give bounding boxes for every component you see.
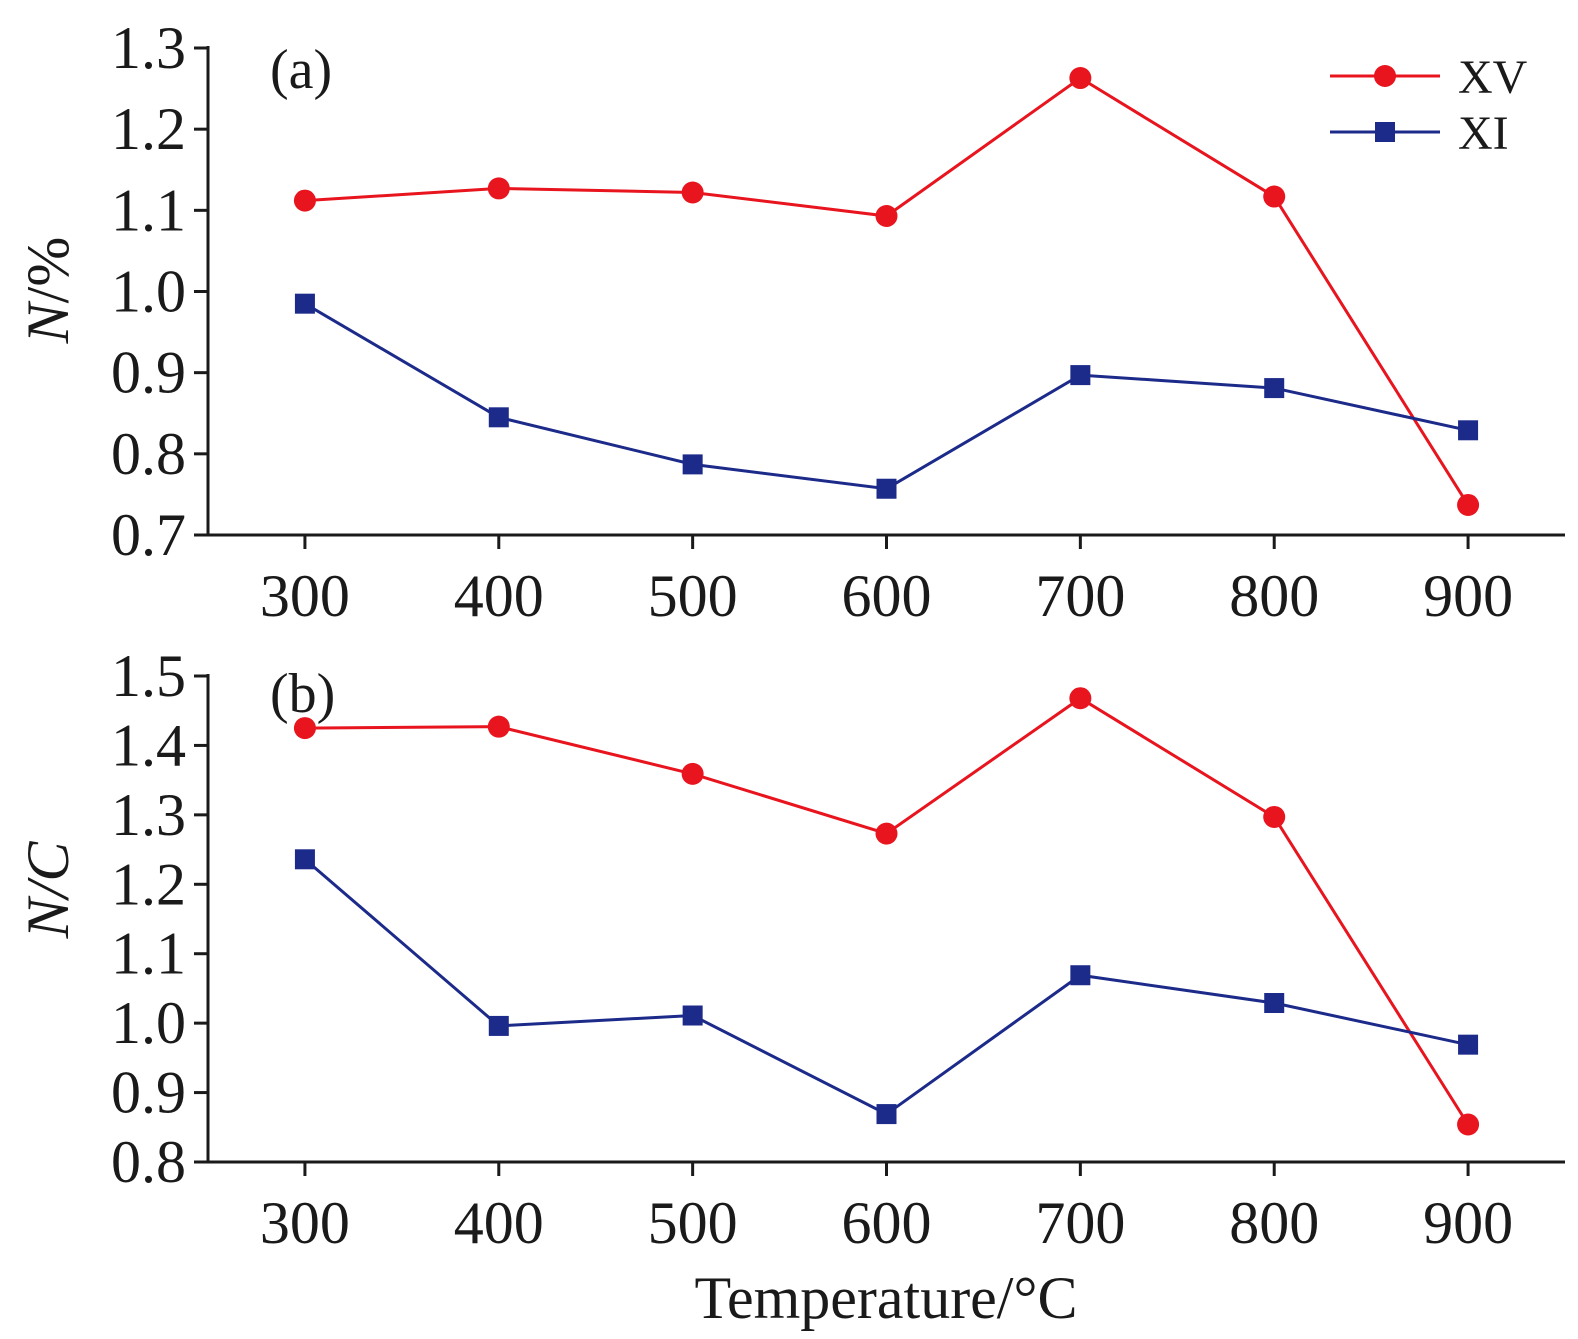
data-point-xi xyxy=(488,407,509,428)
legend-label-xv: XV xyxy=(1458,51,1528,104)
x-tick-label: 900 xyxy=(1423,1190,1513,1256)
data-point-xv xyxy=(1263,185,1286,208)
panel-a: 0.7 0.8 0.9 1.0 1.1 1.2 1.3 300 400 500 600 700 800 9… xyxy=(15,15,1565,629)
data-point-xv xyxy=(1069,67,1092,90)
data-point-xi xyxy=(488,1015,509,1036)
y-tick-label: 1.0 xyxy=(111,259,186,325)
series-line-xv xyxy=(304,76,1470,506)
x-tick-label: 400 xyxy=(454,563,544,629)
y-tick-label: 1.2 xyxy=(111,96,186,162)
data-point-xv xyxy=(487,177,510,200)
data-point-xi xyxy=(294,293,315,314)
data-point-xv xyxy=(1457,493,1480,516)
y-tick-label: 1.1 xyxy=(111,921,186,987)
x-tick-label: 400 xyxy=(454,1190,544,1256)
series-line-xi xyxy=(304,302,1469,491)
y-axis-title: N/% xyxy=(15,237,81,345)
legend-label-xi: XI xyxy=(1458,107,1509,160)
y-tick-label: 1.1 xyxy=(111,177,186,243)
data-point-xv xyxy=(1263,805,1286,828)
x-tick-label: 600 xyxy=(842,1190,932,1256)
panel-b: 0.80.91.01.11.21.31.41.5 300 400 500 600 700 8… xyxy=(15,643,1565,1256)
data-point-xv xyxy=(1069,687,1092,710)
data-point-xv xyxy=(875,205,898,228)
panel-label: (b) xyxy=(270,663,335,725)
series-line-xv xyxy=(304,696,1470,1126)
x-tick-label: 300 xyxy=(260,563,350,629)
data-point-xi xyxy=(876,1104,897,1125)
y-tick-label: 1.5 xyxy=(111,643,186,709)
data-point-xi xyxy=(1264,993,1285,1014)
data-point-xv xyxy=(487,715,510,738)
x-tick-label: 800 xyxy=(1229,563,1319,629)
x-tick-label: 500 xyxy=(648,1190,738,1256)
x-tick-label: 600 xyxy=(842,563,932,629)
y-tick-label: 0.9 xyxy=(111,340,186,406)
y-tick-label: 1.0 xyxy=(111,990,186,1056)
data-point-xi xyxy=(1458,1034,1479,1055)
data-point-xi xyxy=(1264,378,1285,399)
data-point-xv xyxy=(293,717,316,740)
x-tick-label: 700 xyxy=(1035,563,1125,629)
y-tick-label: 1.3 xyxy=(111,15,186,81)
data-point-xi xyxy=(682,454,703,475)
y-tick-label: 0.8 xyxy=(111,421,186,487)
x-tick-label: 800 xyxy=(1229,1190,1319,1256)
data-point-xi xyxy=(682,1005,703,1026)
y-tick-label: 0.8 xyxy=(111,1129,186,1195)
data-point-xv xyxy=(293,189,316,212)
x-tick-label: 500 xyxy=(648,563,738,629)
y-axis-title: N/C xyxy=(15,841,81,940)
legend-marker-xi xyxy=(1375,122,1395,142)
data-point-xi xyxy=(1458,420,1479,441)
data-point-xv xyxy=(681,181,704,204)
panel-label: (a) xyxy=(270,39,332,101)
data-point-xv xyxy=(875,822,898,845)
data-point-xi xyxy=(294,849,315,870)
data-point-xv xyxy=(681,762,704,785)
x-tick-label: 300 xyxy=(260,1190,350,1256)
y-tick-label: 1.4 xyxy=(111,712,186,778)
data-point-xi xyxy=(876,478,897,499)
data-point-xv xyxy=(1457,1113,1480,1136)
y-tick-label: 0.9 xyxy=(111,1060,186,1126)
y-tick-label: 1.3 xyxy=(111,782,186,848)
legend-marker-xv xyxy=(1374,65,1396,87)
data-point-xi xyxy=(1070,365,1091,386)
series-line-xi xyxy=(303,858,1469,1116)
data-point-xi xyxy=(1070,965,1091,986)
x-axis-title: Temperature/°C xyxy=(695,1265,1078,1331)
x-tick-label: 900 xyxy=(1423,563,1513,629)
y-tick-label: 1.2 xyxy=(111,851,186,917)
y-tick-label: 0.7 xyxy=(111,502,186,568)
x-tick-label: 700 xyxy=(1035,1190,1125,1256)
